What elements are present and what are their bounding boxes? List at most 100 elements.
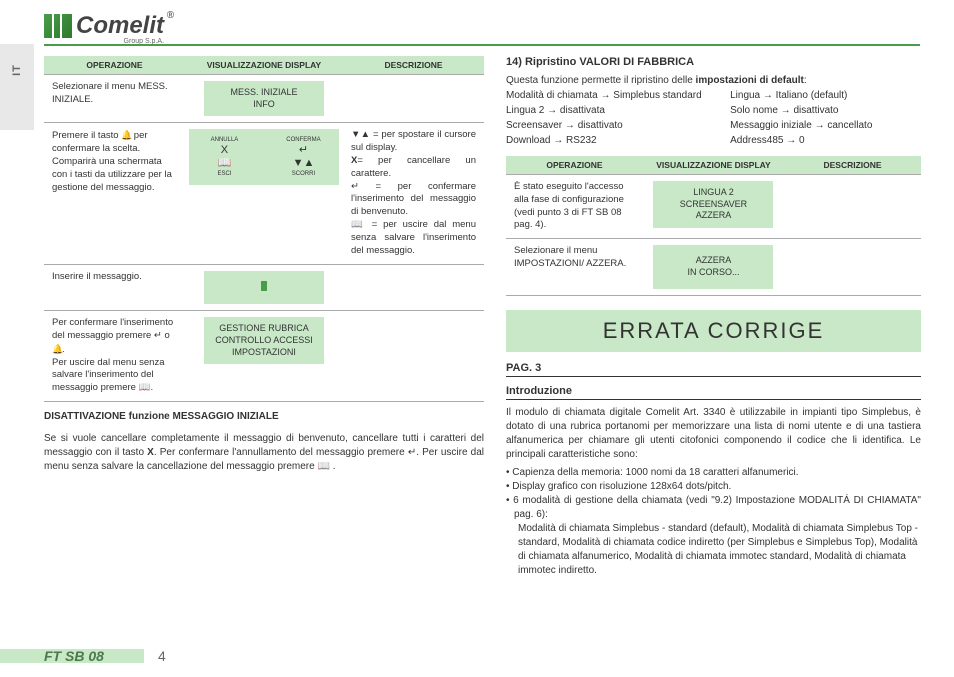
logo-mark-icon xyxy=(44,14,72,38)
col-visualizzazione: VISUALIZZAZIONE DISPLAY xyxy=(185,56,343,75)
table-header-row: OPERAZIONE VISUALIZZAZIONE DISPLAY DESCR… xyxy=(44,56,484,75)
settings-list: Modalità di chiamata → Simplebus standar… xyxy=(506,88,921,148)
setting-right: Solo nome → disattivato xyxy=(730,103,921,118)
setting-left: Download → RS232 xyxy=(506,133,730,148)
settings-row: Lingua 2 → disattivataSolo nome → disatt… xyxy=(506,103,921,118)
setting-right: Messaggio iniziale → cancellato xyxy=(730,118,921,133)
desc-cell xyxy=(343,311,484,402)
language-tab-text: IT xyxy=(11,64,23,76)
logo: Comelit ® Group S.p.A. xyxy=(44,12,164,40)
logo-registered: ® xyxy=(167,10,174,21)
text: = per cancellare un carattere. xyxy=(351,155,476,179)
text-bold: impostazioni di default xyxy=(696,75,804,86)
kb-label: SCORRI xyxy=(292,171,315,177)
display-line: INFO xyxy=(212,99,316,111)
display-line: IN CORSO... xyxy=(673,267,753,279)
book-icon: 📖 xyxy=(195,158,254,169)
section14-intro: Questa funzione permette il ripristino d… xyxy=(506,74,921,88)
text: : xyxy=(804,75,807,86)
kb-esci: 📖 ESCI xyxy=(195,158,254,179)
op-cell: Per confermare l'inserimento del messagg… xyxy=(44,311,185,402)
header-divider xyxy=(44,44,920,46)
desc-cell xyxy=(343,264,484,311)
col-visualizzazione: VISUALIZZAZIONE DISPLAY xyxy=(643,156,784,175)
display-line: GESTIONE RUBRICA xyxy=(212,323,316,335)
enter-icon: ↵ xyxy=(274,145,333,156)
text: = per uscire dal menu senza salvare l'in… xyxy=(351,219,476,256)
kb-annulla: ANNULLA X xyxy=(195,135,254,156)
bullet-sub: Modalità di chiamata Simplebus - standar… xyxy=(506,522,921,578)
errata-title-box: ERRATA CORRIGE xyxy=(506,310,921,352)
table-row: Selezionare il menu IMPOSTAZIONI/ AZZERA… xyxy=(506,239,921,295)
display-line: LINGUA 2 xyxy=(661,187,765,199)
disattiva-body: Se si vuole cancellare completamente il … xyxy=(44,432,484,474)
setting-right: Address485 → 0 xyxy=(730,133,921,148)
logo-text: Comelit ® Group S.p.A. xyxy=(76,12,164,40)
keypad-display: ANNULLA X CONFERMA ↵ 📖 ESCI ▼▲SCORRI xyxy=(189,129,339,185)
kb-label: CONFERMA xyxy=(286,137,320,143)
text: . xyxy=(330,461,336,472)
display-line: MESS. INIZIALE xyxy=(212,87,316,99)
desc-cell xyxy=(343,75,484,123)
x-icon: X xyxy=(195,145,254,156)
table-row: È stato eseguito l'accesso alla fase di … xyxy=(506,175,921,239)
viz-cell: ANNULLA X CONFERMA ↵ 📖 ESCI ▼▲SCORRI xyxy=(185,123,343,264)
errata-intro-body: Il modulo di chiamata digitale Comelit A… xyxy=(506,406,921,462)
op-cell: Selezionare il menu MESS. INIZIALE. xyxy=(44,75,185,123)
logo-name: Comelit xyxy=(76,12,164,39)
errata-pag: PAG. 3 xyxy=(506,362,921,377)
bullet-item: 6 modalità di gestione della chiamata (v… xyxy=(506,494,921,522)
op-cell: Selezionare il menu IMPOSTAZIONI/ AZZERA… xyxy=(506,239,643,295)
text: . Per confermare l'annullamento del mess… xyxy=(154,447,408,458)
display-box: GESTIONE RUBRICA CONTROLLO ACCESSI IMPOS… xyxy=(204,317,324,364)
kb-label: ANNULLA xyxy=(211,137,239,143)
display-box: LINGUA 2 SCREENSAVER AZZERA xyxy=(653,181,773,228)
text: = per spostare il cursore sul display. xyxy=(351,129,476,153)
footer-doc-label: FT SB 08 xyxy=(44,648,104,664)
arrows-icon: ▼▲ xyxy=(351,129,370,140)
text: . xyxy=(150,382,153,393)
desc-cell: ▼▲ = per spostare il cursore sul display… xyxy=(343,123,484,264)
viz-cell: LINGUA 2 SCREENSAVER AZZERA xyxy=(643,175,784,239)
table-row: Selezionare il menu MESS. INIZIALE. MESS… xyxy=(44,75,484,123)
text: Questa funzione permette il ripristino d… xyxy=(506,75,696,86)
footer: FT SB 08 4 xyxy=(0,637,954,663)
kb-scorri: ▼▲SCORRI xyxy=(274,158,333,179)
display-line: SCREENSAVER xyxy=(661,199,765,211)
table-header-row: OPERAZIONE VISUALIZZAZIONE DISPLAY DESCR… xyxy=(506,156,921,175)
display-box: MESS. INIZIALE INFO xyxy=(204,81,324,116)
setting-left: Modalità di chiamata → Simplebus standar… xyxy=(506,88,730,103)
bell-icon xyxy=(52,343,62,353)
setting-left: Lingua 2 → disattivata xyxy=(506,103,730,118)
left-column: OPERAZIONE VISUALIZZAZIONE DISPLAY DESCR… xyxy=(44,56,484,474)
bullet-item: Capienza della memoria: 1000 nomi da 18 … xyxy=(506,466,921,480)
desc-cell xyxy=(784,239,921,295)
footer-page-number: 4 xyxy=(158,648,166,664)
col-descrizione: DESCRIZIONE xyxy=(343,56,484,75)
enter-icon: ↵ xyxy=(408,447,416,458)
viz-cell xyxy=(185,264,343,311)
enter-icon: ↵ xyxy=(154,330,162,341)
text: = per confermare l'inserimento del messa… xyxy=(351,181,476,218)
col-descrizione: DESCRIZIONE xyxy=(784,156,921,175)
x-label: X xyxy=(147,447,154,458)
viz-cell: MESS. INIZIALE INFO xyxy=(185,75,343,123)
setting-right: Lingua → Italiano (default) xyxy=(730,88,921,103)
cursor-icon xyxy=(261,281,267,291)
instruction-table-left: OPERAZIONE VISUALIZZAZIONE DISPLAY DESCR… xyxy=(44,56,484,402)
table-row: Per confermare l'inserimento del messagg… xyxy=(44,311,484,402)
setting-left: Screensaver → disattivato xyxy=(506,118,730,133)
kb-label: ESCI xyxy=(217,171,231,177)
desc-cell xyxy=(784,175,921,239)
col-operazione: OPERAZIONE xyxy=(44,56,185,75)
errata-bullets: Capienza della memoria: 1000 nomi da 18 … xyxy=(506,466,921,578)
op-cell: È stato eseguito l'accesso alla fase di … xyxy=(506,175,643,239)
viz-cell: AZZERA IN CORSO... xyxy=(643,239,784,295)
kb-conferma: CONFERMA ↵ xyxy=(274,135,333,156)
right-column: 14) Ripristino VALORI DI FABBRICA Questa… xyxy=(506,56,921,578)
errata-intro-hdr: Introduzione xyxy=(506,385,921,400)
display-line: CONTROLLO ACCESSI xyxy=(212,335,316,347)
op-cell: Premere il tasto per confermare la scelt… xyxy=(44,123,185,264)
text: o xyxy=(162,330,170,341)
enter-icon: ↵ xyxy=(351,181,359,192)
